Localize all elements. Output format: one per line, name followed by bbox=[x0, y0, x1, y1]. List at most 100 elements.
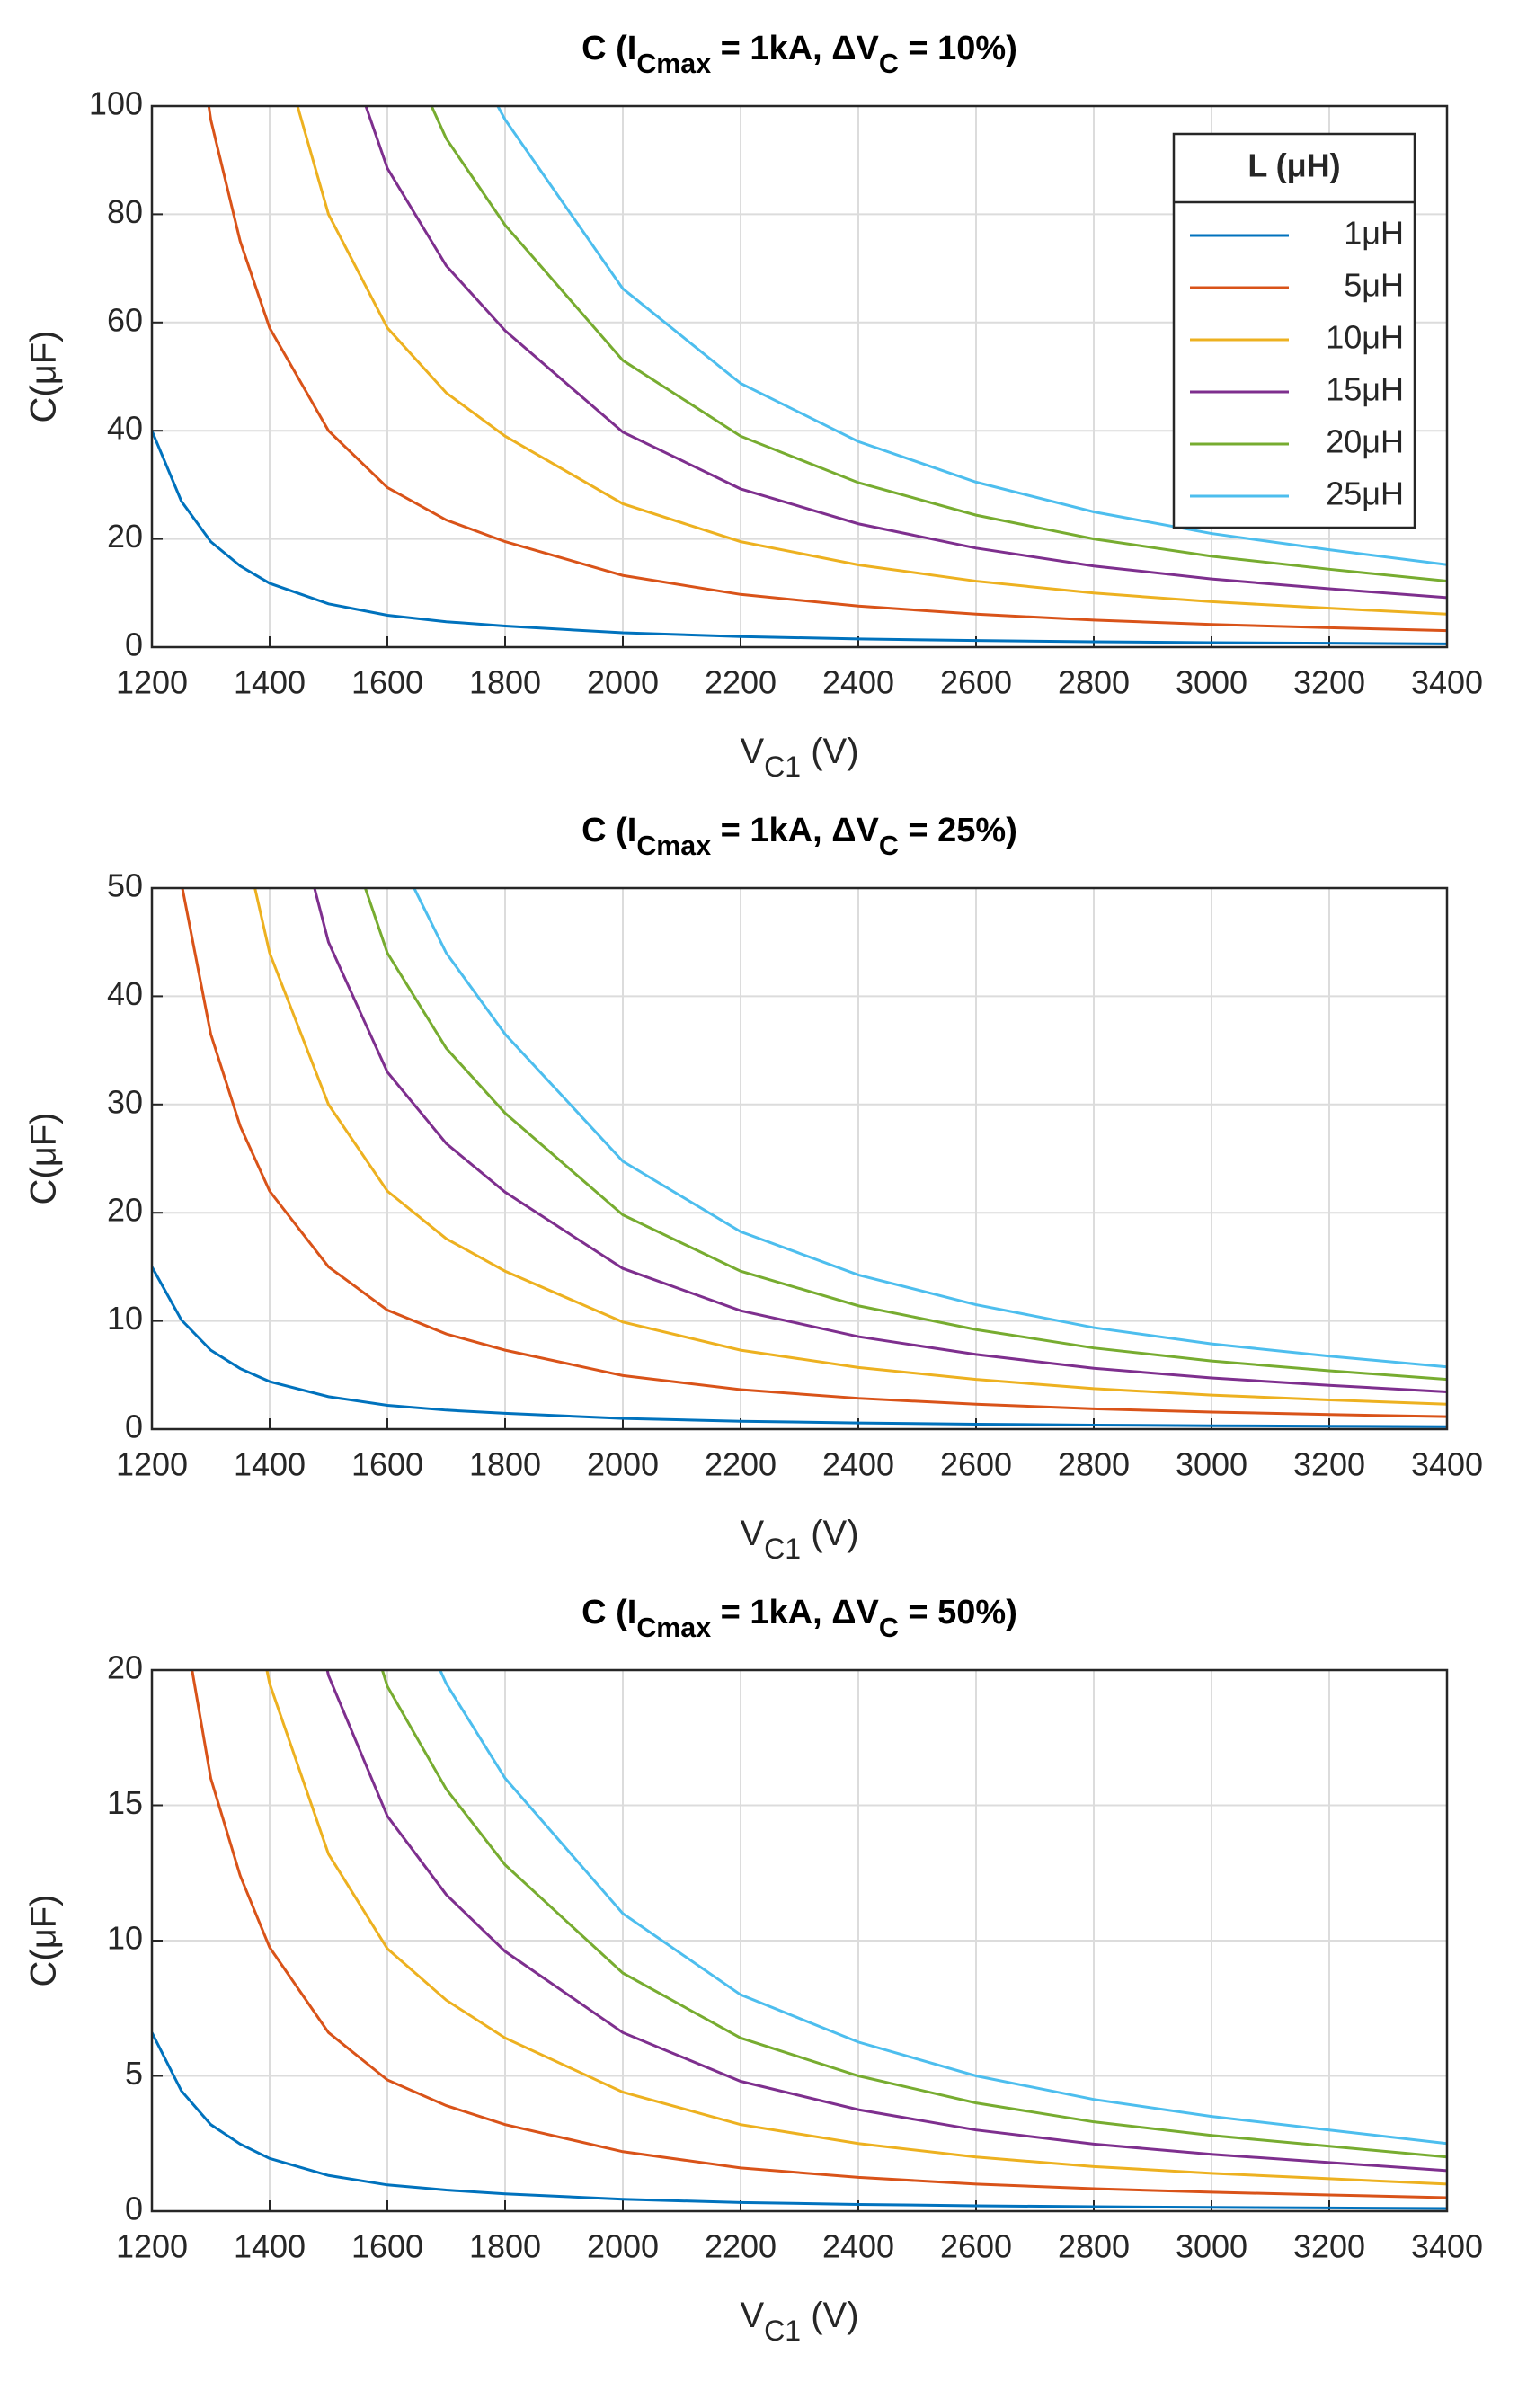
series-line bbox=[152, 2031, 1447, 2210]
axes-frame bbox=[150, 1668, 1449, 2213]
y-tick-label: 5 bbox=[125, 2055, 143, 2092]
x-tick-label: 2600 bbox=[940, 664, 1012, 701]
legend-label: 10μH bbox=[1326, 319, 1404, 356]
chart-title-part: = 10%) bbox=[899, 30, 1017, 67]
y-tick-label: 60 bbox=[107, 301, 143, 338]
legend-label: 20μH bbox=[1326, 423, 1404, 460]
series-line bbox=[313, 888, 1447, 1393]
chart-title-part: C (I bbox=[581, 1594, 636, 1631]
x-axis-label-subscript: C1 bbox=[764, 1533, 801, 1565]
series-line bbox=[363, 888, 1447, 1382]
x-tick-label: 2600 bbox=[940, 2228, 1012, 2265]
y-tick-label: 0 bbox=[125, 1408, 143, 1445]
chart-title-part: C (I bbox=[581, 30, 636, 67]
y-tick-label: 50 bbox=[107, 867, 143, 904]
y-axis-label: C(μF) bbox=[24, 1112, 64, 1204]
lines bbox=[152, 888, 1447, 1428]
series-line bbox=[439, 1670, 1447, 2146]
x-axis-label-subscript: C1 bbox=[764, 2315, 801, 2347]
x-tick-label: 3200 bbox=[1293, 664, 1365, 701]
x-axis-label: VC1 (V) bbox=[740, 732, 858, 784]
chart-title-part: = 1kA, ΔV bbox=[711, 1594, 879, 1631]
x-tick-label: 3400 bbox=[1411, 2228, 1483, 2265]
chart-title-part: C (I bbox=[581, 812, 636, 849]
x-tick-label: 1600 bbox=[351, 1446, 423, 1483]
series-line bbox=[296, 106, 1447, 616]
y-axis-label: C(μF) bbox=[24, 1894, 64, 1986]
lines bbox=[152, 1670, 1447, 2210]
y-tick-label: 30 bbox=[107, 1083, 143, 1120]
series-line bbox=[325, 1670, 1447, 2173]
chart-title-subscript: Cmax bbox=[636, 831, 711, 861]
lines bbox=[152, 106, 1447, 645]
subplot: 1200 1400 1600 1800 2000 2200 2400 2600 2800 3000… bbox=[24, 1594, 1483, 2348]
subplot: 1200 1400 1600 1800 2000 2200 2400 2600 2800 3000… bbox=[24, 812, 1483, 1566]
x-tick-label: 1600 bbox=[351, 2228, 423, 2265]
x-tick-label: 3200 bbox=[1293, 2228, 1365, 2265]
x-axis-label-part: V bbox=[740, 732, 764, 771]
x-tick-label: 1800 bbox=[469, 2228, 541, 2265]
x-tick-label: 2400 bbox=[822, 664, 894, 701]
x-tick-label: 3400 bbox=[1411, 1446, 1483, 1483]
legend-label: 5μH bbox=[1344, 267, 1404, 304]
legend-label: 25μH bbox=[1326, 475, 1404, 512]
x-axis-label-part: (V) bbox=[801, 2296, 858, 2335]
x-tick-label: 1200 bbox=[116, 1446, 188, 1483]
series-line bbox=[430, 106, 1447, 583]
series-line bbox=[364, 106, 1447, 600]
chart-title: C (ICmax = 1kA, ΔVC = 25%) bbox=[581, 812, 1017, 861]
x-tick-label: 2000 bbox=[587, 1446, 659, 1483]
x-tick-label: 2400 bbox=[822, 1446, 894, 1483]
chart-title-part: = 25%) bbox=[899, 812, 1017, 849]
y-tick-label: 10 bbox=[107, 1920, 143, 1957]
axes-frame bbox=[150, 104, 1449, 649]
chart-title-part: = 1kA, ΔV bbox=[711, 812, 879, 849]
x-tick-label: 3000 bbox=[1176, 1446, 1247, 1483]
y-tick-label: 15 bbox=[107, 1784, 143, 1821]
x-tick-label: 1200 bbox=[116, 2228, 188, 2265]
x-tick-label: 2200 bbox=[705, 1446, 777, 1483]
x-tick-label: 1400 bbox=[234, 1446, 306, 1483]
y-tick-label: 80 bbox=[107, 193, 143, 230]
subplot: 1200 1400 1600 1800 2000 2200 2400 2600 2800 3000… bbox=[24, 30, 1483, 784]
series-line bbox=[265, 1670, 1447, 2186]
x-tick-label: 2600 bbox=[940, 1446, 1012, 1483]
y-tick-label: 20 bbox=[107, 518, 143, 555]
chart-title-subscript: Cmax bbox=[636, 1613, 711, 1643]
y-tick-label: 20 bbox=[107, 1649, 143, 1686]
x-axis-label: VC1 (V) bbox=[740, 2296, 858, 2348]
chart-title-part: = 50%) bbox=[899, 1594, 1017, 1631]
x-tick-label: 2200 bbox=[705, 2228, 777, 2265]
legend-label: 1μH bbox=[1344, 215, 1404, 252]
series-line bbox=[413, 888, 1447, 1369]
y-tick-label: 0 bbox=[125, 626, 143, 663]
series-line bbox=[380, 1670, 1447, 2159]
x-axis-label-subscript: C1 bbox=[764, 751, 801, 783]
chart-title-subscript: C bbox=[879, 49, 899, 79]
legend-box bbox=[1172, 132, 1416, 529]
chart-title: C (ICmax = 1kA, ΔVC = 10%) bbox=[581, 30, 1017, 79]
axes-frame bbox=[150, 886, 1449, 1431]
y-tick-label: 40 bbox=[107, 975, 143, 1012]
y-tick-label: 100 bbox=[89, 85, 143, 122]
x-tick-label: 2000 bbox=[587, 2228, 659, 2265]
series-line bbox=[207, 106, 1447, 633]
chart-title-subscript: C bbox=[879, 1613, 899, 1643]
x-tick-label: 2800 bbox=[1058, 664, 1130, 701]
x-tick-label: 1400 bbox=[234, 664, 306, 701]
series-line bbox=[152, 430, 1447, 645]
x-tick-label: 2800 bbox=[1058, 1446, 1130, 1483]
x-tick-label: 3000 bbox=[1176, 664, 1247, 701]
x-tick-label: 2200 bbox=[705, 664, 777, 701]
x-axis-label-part: (V) bbox=[801, 1514, 858, 1553]
x-axis-label-part: V bbox=[740, 1514, 764, 1553]
x-tick-label: 1600 bbox=[351, 664, 423, 701]
x-tick-label: 3400 bbox=[1411, 664, 1483, 701]
chart-title-subscript: C bbox=[879, 831, 899, 861]
x-axis-label: VC1 (V) bbox=[740, 1514, 858, 1566]
series-line bbox=[253, 888, 1447, 1406]
y-tick-label: 40 bbox=[107, 410, 143, 447]
x-tick-label: 3000 bbox=[1176, 2228, 1247, 2265]
series-line bbox=[152, 1266, 1447, 1428]
x-tick-label: 2400 bbox=[822, 2228, 894, 2265]
